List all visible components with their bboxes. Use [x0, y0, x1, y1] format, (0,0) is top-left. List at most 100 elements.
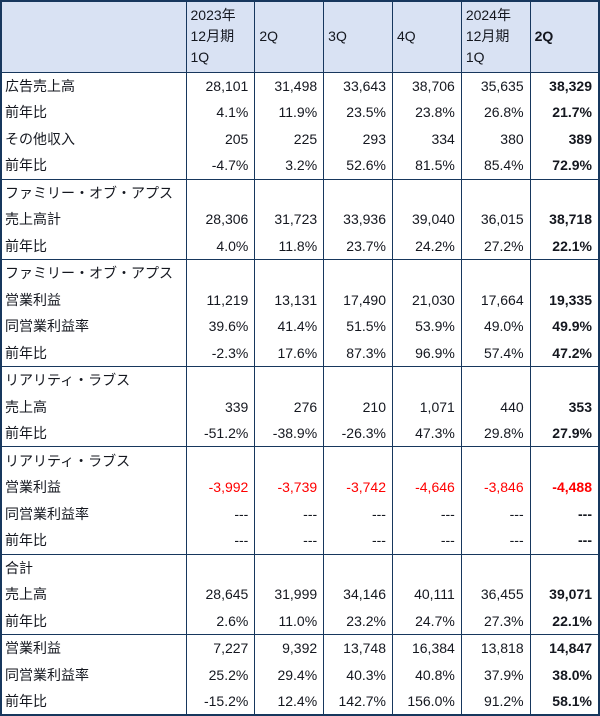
cell-value	[185, 553, 256, 581]
cell-value: 27.9%	[529, 420, 600, 447]
cell-value: 41.4%	[254, 313, 325, 340]
cell-value: 3.2%	[254, 152, 325, 180]
header-cell: 2Q	[529, 1, 600, 73]
cell-value: ---	[323, 527, 393, 555]
header-cell: 2024年 12月期 1Q	[460, 1, 531, 73]
cell-value: 225	[254, 125, 325, 153]
cell-value	[323, 178, 393, 206]
cell-value: 91.2%	[460, 687, 531, 715]
cell-value: 39.6%	[185, 313, 256, 340]
cell-value: 13,818	[460, 633, 531, 662]
cell-value: 353	[529, 393, 600, 421]
cell-value	[460, 446, 531, 474]
cell-value: 22.1%	[529, 232, 600, 260]
cell-value: 24.7%	[391, 607, 462, 635]
cell-value	[529, 366, 600, 394]
cell-value: 23.2%	[323, 607, 393, 635]
cell-value	[185, 258, 256, 287]
cell-value: 53.9%	[391, 313, 462, 340]
table-row: 同営業利益率 --- --- --- --- --- ---	[0, 500, 600, 528]
cell-value: 27.3%	[460, 607, 531, 635]
table-row: 売上高 339 276 210 1,071 440 353	[0, 393, 600, 421]
cell-value	[323, 446, 393, 474]
cell-value: 17.6%	[254, 339, 325, 367]
cell-value: 49.0%	[460, 313, 531, 340]
cell-value: 11,219	[185, 286, 256, 314]
table-row: ファミリー・オブ・アプス	[0, 178, 600, 206]
cell-value: ---	[460, 527, 531, 555]
header-cell: 2023年 12月期 1Q	[185, 1, 256, 73]
header-line: 4Q	[396, 28, 416, 45]
cell-value: -4,488	[529, 473, 600, 501]
table-row: 前年比 2.6% 11.0% 23.2% 24.7% 27.3% 22.1%	[0, 607, 600, 635]
cell-value: 38,706	[391, 71, 462, 99]
table-row: 営業利益 7,227 9,392 13,748 16,384 13,818 14,847	[0, 633, 600, 662]
header-line: 12月期	[190, 28, 235, 45]
cell-value	[323, 553, 393, 581]
cell-value	[254, 446, 325, 474]
row-label: 広告売上高	[0, 71, 187, 99]
cell-value	[391, 178, 462, 206]
table-row: リアリティ・ラブス	[0, 446, 600, 474]
cell-value	[254, 366, 325, 394]
cell-value	[391, 366, 462, 394]
cell-value: 440	[460, 393, 531, 421]
cell-value: 40.3%	[323, 661, 393, 688]
header-cell: 3Q	[323, 1, 393, 73]
cell-value: 339	[185, 393, 256, 421]
table-row: 営業利益 11,219 13,131 17,490 21,030 17,664 19,335	[0, 286, 600, 314]
header-line: 2024年	[465, 7, 511, 24]
cell-value: 22.1%	[529, 607, 600, 635]
cell-value: 25.2%	[185, 661, 256, 688]
cell-value: 81.5%	[391, 152, 462, 180]
cell-value	[460, 258, 531, 287]
cell-value: 23.8%	[391, 98, 462, 126]
cell-value: 17,490	[323, 286, 393, 314]
cell-value: 24.2%	[391, 232, 462, 260]
cell-value	[460, 178, 531, 206]
cell-value: 39,040	[391, 205, 462, 233]
table-row: 前年比 -51.2% -38.9% -26.3% 47.3% 29.8% 27.9%	[0, 420, 600, 447]
cell-value: 51.5%	[323, 313, 393, 340]
cell-value	[254, 178, 325, 206]
row-label: 前年比	[0, 152, 187, 180]
header-cell: 2Q	[254, 1, 325, 73]
cell-value: 31,498	[254, 71, 325, 99]
cell-value: 38.0%	[529, 661, 600, 688]
cell-value: ---	[391, 500, 462, 528]
header-line: 2Q	[259, 28, 279, 45]
cell-value	[254, 258, 325, 287]
table-row: 同営業利益率 25.2% 29.4% 40.3% 40.8% 37.9% 38.0%	[0, 661, 600, 688]
cell-value: 142.7%	[323, 687, 393, 715]
table-row: ファミリー・オブ・アプス	[0, 258, 600, 287]
table-row: 売上高計 28,306 31,723 33,936 39,040 36,015 38,718	[0, 205, 600, 233]
cell-value: ---	[323, 500, 393, 528]
cell-value: 87.3%	[323, 339, 393, 367]
cell-value: ---	[185, 527, 256, 555]
row-label: 前年比	[0, 339, 187, 367]
cell-value: -3,739	[254, 473, 325, 501]
cell-value	[185, 366, 256, 394]
cell-value: 156.0%	[391, 687, 462, 715]
cell-value: 85.4%	[460, 152, 531, 180]
cell-value: ---	[529, 500, 600, 528]
cell-value: 21,030	[391, 286, 462, 314]
cell-value	[391, 446, 462, 474]
cell-value: 28,645	[185, 580, 256, 608]
row-label: 売上高	[0, 393, 187, 421]
cell-value: -2.3%	[185, 339, 256, 367]
row-label: ファミリー・オブ・アプス	[0, 258, 187, 287]
cell-value: ---	[460, 500, 531, 528]
cell-value: 13,748	[323, 633, 393, 662]
cell-value: -4,646	[391, 473, 462, 501]
table-row: 前年比 4.1% 11.9% 23.5% 23.8% 26.8% 21.7%	[0, 98, 600, 126]
cell-value: 31,999	[254, 580, 325, 608]
row-label: 同営業利益率	[0, 661, 187, 688]
cell-value: 35,635	[460, 71, 531, 99]
header-line: 3Q	[328, 28, 347, 45]
cell-value: ---	[254, 527, 325, 555]
cell-value: ---	[185, 500, 256, 528]
cell-value: 72.9%	[529, 152, 600, 180]
cell-value: 23.7%	[323, 232, 393, 260]
cell-value: 28,101	[185, 71, 256, 99]
